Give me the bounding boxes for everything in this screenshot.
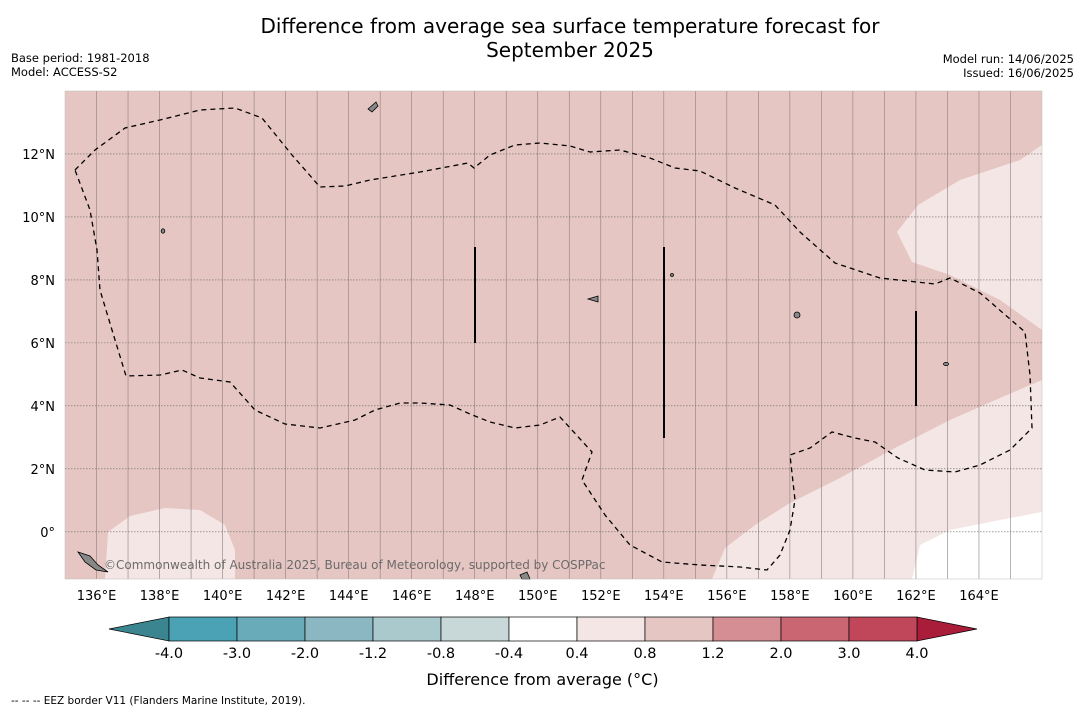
colorbar-tick-label: -0.8	[427, 646, 455, 662]
colorbar-extend-under	[108, 616, 170, 642]
anomaly-region-0.4-0.8-east	[897, 145, 1042, 330]
x-tick-label: 146°E	[392, 589, 432, 604]
x-tick-label: 150°E	[518, 589, 558, 604]
y-tick-label: 10°N	[22, 211, 55, 226]
colorbar-tick-label: -2.0	[291, 646, 319, 662]
y-tick-label: 12°N	[22, 148, 55, 163]
colorbar: -4.0 -3.0 -2.0 -1.2 -0.8 -0.4 0.4 0.8 1.2 2.0 3.0 4…	[108, 616, 978, 662]
issued-date: Issued: 16/06/2025	[963, 66, 1074, 80]
x-tick-label: 138°E	[140, 589, 180, 604]
colorbar-bin	[440, 616, 510, 642]
x-tick-label: 160°E	[833, 589, 873, 604]
y-tick-label: 4°N	[31, 400, 56, 415]
colorbar-bin	[304, 616, 374, 642]
eez-footnote: -- -- -- EEZ border V11 (Flanders Marine…	[11, 695, 306, 707]
x-tick-label: 154°E	[644, 589, 684, 604]
x-tick-label: 142°E	[266, 589, 306, 604]
model-info: Base period: 1981-2018 Model: ACCESS-S2	[11, 51, 150, 79]
colorbar-bin	[168, 616, 238, 642]
islands	[76, 101, 949, 580]
model-run-date: Model run: 14/06/2025	[942, 52, 1074, 66]
colorbar-bin	[644, 616, 714, 642]
x-tick-label: 136°E	[77, 589, 117, 604]
colorbar-label-unit: °C)	[633, 670, 659, 689]
colorbar-tick-label: -1.2	[359, 646, 387, 662]
x-tick-label: 152°E	[581, 589, 621, 604]
run-info: Model run: 14/06/2025 Issued: 16/06/2025	[943, 52, 1074, 80]
model-name: Model: ACCESS-S2	[11, 65, 118, 79]
x-tick-label: 164°E	[959, 589, 999, 604]
colorbar-tick-label: 4.0	[905, 646, 928, 662]
chart-title: Difference from average sea surface temp…	[0, 14, 1085, 62]
x-tick-label: 158°E	[770, 589, 810, 604]
y-tick-label: 0°	[40, 526, 55, 541]
colorbar-tick-label: -4.0	[155, 646, 183, 662]
colorbar-bin	[576, 616, 646, 642]
colorbar-tick-label: 0.4	[565, 646, 588, 662]
anomaly-region-neutral	[912, 512, 1042, 579]
colorbar-bin	[848, 616, 918, 642]
colorbar-bin	[508, 616, 578, 642]
y-tick-label: 6°N	[31, 337, 56, 352]
x-tick-label: 144°E	[329, 589, 369, 604]
x-tick-label: 162°E	[896, 589, 936, 604]
x-tick-label: 156°E	[707, 589, 747, 604]
copyright-notice: ©Commonwealth of Australia 2025, Bureau …	[104, 558, 606, 572]
colorbar-tick-label: -0.4	[495, 646, 523, 662]
colorbar-tick-label: 1.2	[701, 646, 724, 662]
y-tick-label: 2°N	[31, 463, 56, 478]
colorbar-tick-label: -3.0	[223, 646, 251, 662]
colorbar-bin	[372, 616, 442, 642]
y-axis-ticks: 0° 2°N 4°N 6°N 8°N 10°N 12°N	[22, 148, 55, 541]
colorbar-bin	[236, 616, 306, 642]
title-line-2: September 2025	[486, 38, 654, 62]
colorbar-tick-label: 0.8	[633, 646, 656, 662]
colorbar-bin	[712, 616, 782, 642]
x-axis-ticks: 136°E 138°E 140°E 142°E 144°E 146°E 148°E 150°E…	[77, 589, 999, 604]
map-gridlines	[65, 91, 1042, 579]
y-tick-label: 8°N	[31, 274, 56, 289]
title-line-1: Difference from average sea surface temp…	[260, 14, 880, 38]
x-tick-label: 148°E	[455, 589, 495, 604]
base-period: Base period: 1981-2018	[11, 51, 150, 65]
map-frame	[64, 90, 1043, 580]
colorbar-extend-over	[916, 616, 978, 642]
anomaly-region-0.4-0.8-south-west	[105, 508, 235, 579]
colorbar-label-prefix: Difference from average (	[426, 670, 634, 689]
colorbar-tick-label: 2.0	[769, 646, 792, 662]
colorbar-label: Difference from average (°C)	[0, 670, 1085, 689]
colorbar-tick-label: 3.0	[837, 646, 860, 662]
x-tick-label: 140°E	[203, 589, 243, 604]
eez-border	[74, 107, 1033, 571]
colorbar-bin	[780, 616, 850, 642]
